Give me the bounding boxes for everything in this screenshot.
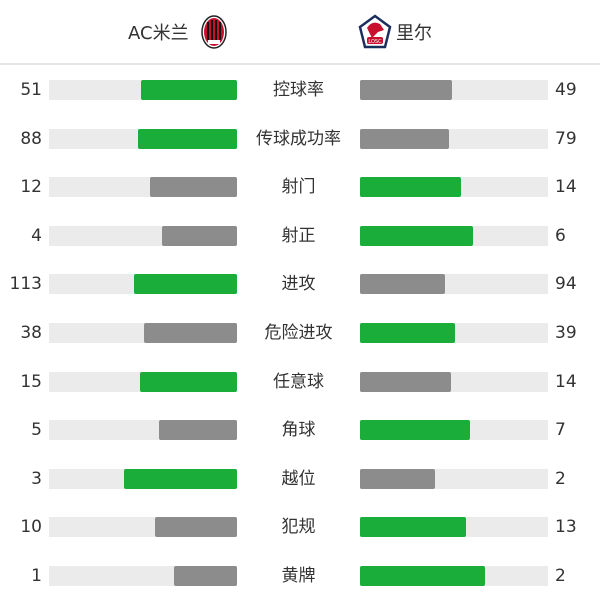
- home-value: 38: [20, 323, 42, 343]
- away-bar-track: [360, 323, 548, 343]
- home-value: 4: [31, 225, 42, 246]
- away-bar-track: [360, 517, 548, 538]
- home-value: 88: [20, 128, 42, 149]
- away-bar: [360, 80, 453, 100]
- away-bar-track: [360, 371, 548, 392]
- home-bar: [158, 420, 237, 441]
- ac-milan-crest-icon: [199, 14, 229, 50]
- stat-label: 进攻: [281, 274, 316, 295]
- stat-label: 射门: [281, 177, 316, 198]
- home-bar-track: [49, 128, 237, 149]
- stat-label: 越位: [281, 468, 316, 489]
- away-bar-track: [360, 274, 548, 295]
- stat-row: 1 黄牌 2: [0, 564, 600, 588]
- home-bar: [137, 128, 237, 149]
- home-bar: [139, 371, 237, 392]
- away-bar: [360, 128, 449, 149]
- away-value: 14: [555, 371, 577, 392]
- stat-label: 控球率: [273, 80, 324, 100]
- home-value: 51: [20, 80, 42, 100]
- away-bar-track: [360, 420, 548, 441]
- home-bar-track: [49, 468, 237, 489]
- away-team[interactable]: LOSC 里尔: [358, 14, 432, 50]
- away-value: 13: [555, 517, 577, 538]
- stat-label: 黄牌: [281, 566, 316, 586]
- away-value: 2: [555, 468, 566, 489]
- away-bar: [360, 323, 456, 343]
- stat-label: 危险进攻: [264, 323, 333, 343]
- home-value: 3: [31, 468, 42, 489]
- away-bar-track: [360, 128, 548, 149]
- stat-label: 角球: [281, 420, 316, 441]
- away-value: 6: [555, 225, 566, 246]
- home-bar-track: [49, 566, 237, 586]
- match-header: AC米兰 LOSC 里尔: [0, 0, 600, 65]
- away-value: 39: [555, 323, 577, 343]
- home-bar-track: [49, 420, 237, 441]
- away-value: 94: [555, 274, 577, 295]
- away-bar: [360, 225, 473, 246]
- home-bar-track: [49, 80, 237, 100]
- stat-row: 51 控球率 49: [0, 78, 600, 102]
- away-value: 14: [555, 177, 577, 198]
- away-bar: [360, 177, 462, 198]
- away-bar: [360, 420, 470, 441]
- away-bar-track: [360, 468, 548, 489]
- stat-label: 射正: [281, 225, 316, 246]
- home-bar: [174, 566, 237, 586]
- stat-row: 4 射正 6: [0, 224, 600, 248]
- home-bar-track: [49, 323, 237, 343]
- home-bar: [150, 177, 237, 198]
- stat-row: 10 犯规 13: [0, 515, 600, 539]
- stat-row: 113 进攻 94: [0, 272, 600, 296]
- stat-row: 12 射门 14: [0, 175, 600, 199]
- away-value: 79: [555, 128, 577, 149]
- stat-label: 任意球: [273, 371, 324, 392]
- home-team-name: AC米兰: [128, 23, 189, 44]
- home-bar-track: [49, 517, 237, 538]
- stat-label: 犯规: [281, 517, 316, 538]
- home-value: 12: [20, 177, 42, 198]
- home-value: 113: [9, 274, 42, 295]
- home-team[interactable]: AC米兰: [128, 14, 229, 50]
- home-bar: [124, 468, 237, 489]
- away-value: 2: [555, 566, 566, 586]
- stat-row: 88 传球成功率 79: [0, 127, 600, 151]
- away-bar: [360, 274, 446, 295]
- home-bar: [134, 274, 237, 295]
- away-bar-track: [360, 566, 548, 586]
- home-value: 15: [20, 371, 42, 392]
- stat-row: 3 越位 2: [0, 467, 600, 491]
- svg-text:LOSC: LOSC: [368, 39, 382, 45]
- away-value: 49: [555, 80, 577, 100]
- away-bar-track: [360, 177, 548, 198]
- stat-row: 38 危险进攻 39: [0, 321, 600, 345]
- away-value: 7: [555, 420, 566, 441]
- home-bar-track: [49, 225, 237, 246]
- home-bar: [155, 517, 237, 538]
- home-bar-track: [49, 177, 237, 198]
- away-bar-track: [360, 80, 548, 100]
- lille-losc-crest-icon: LOSC: [358, 14, 392, 50]
- stat-row: 15 任意球 14: [0, 370, 600, 394]
- home-value: 10: [20, 517, 42, 538]
- home-value: 5: [31, 420, 42, 441]
- home-value: 1: [31, 566, 42, 586]
- away-bar-track: [360, 225, 548, 246]
- home-bar: [161, 225, 237, 246]
- home-bar: [141, 80, 237, 100]
- home-bar-track: [49, 274, 237, 295]
- away-team-name: 里尔: [396, 23, 432, 44]
- stat-label: 传球成功率: [256, 128, 341, 149]
- away-bar: [360, 566, 486, 586]
- away-bar: [360, 371, 451, 392]
- away-bar: [360, 517, 467, 538]
- home-bar: [144, 323, 237, 343]
- stat-row: 5 角球 7: [0, 418, 600, 442]
- away-bar: [360, 468, 436, 489]
- home-bar-track: [49, 371, 237, 392]
